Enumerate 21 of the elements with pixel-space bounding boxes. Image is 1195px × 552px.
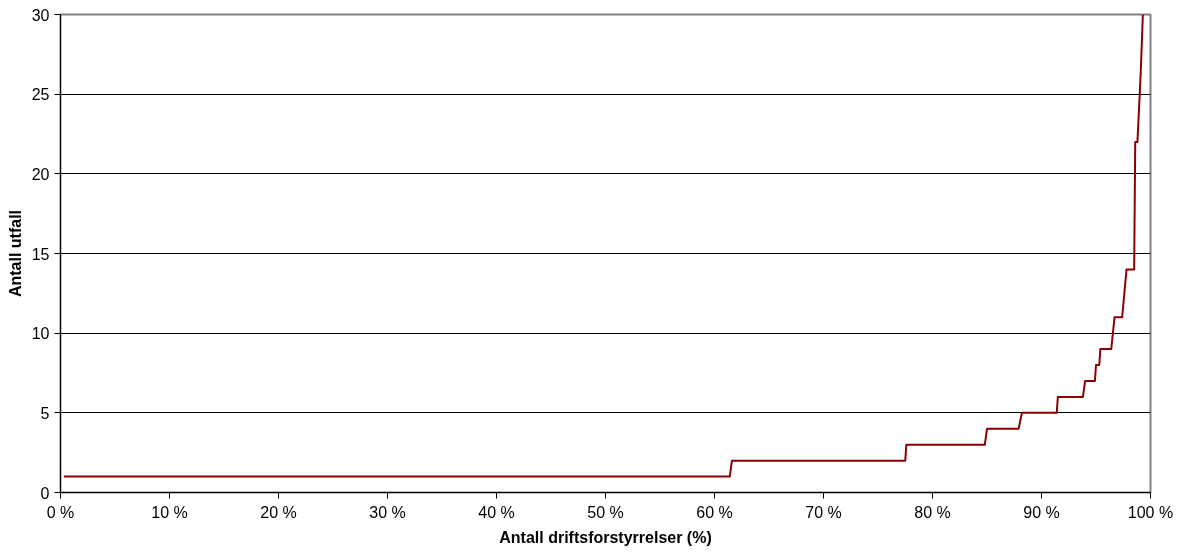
x-tick-label: 90 % — [1023, 503, 1060, 521]
x-tick-label: 60 % — [696, 503, 733, 521]
x-tick-label: 80 % — [914, 503, 951, 521]
y-tick-label: 10 — [31, 325, 50, 343]
y-tick-label: 30 — [31, 6, 50, 24]
y-tick-label: 0 — [40, 484, 50, 502]
x-tick-label: 0 % — [46, 503, 75, 521]
y-tick-label: 15 — [31, 245, 50, 263]
x-tick-label: 100 % — [1127, 503, 1174, 521]
x-tick-label: 10 % — [151, 503, 188, 521]
x-axis-title: Antall driftsforstyrrelser (%) — [499, 528, 712, 546]
y-tick-label: 25 — [31, 86, 50, 104]
x-tick-label: 70 % — [805, 503, 842, 521]
line-series — [62, 14, 1144, 478]
y-tick-label: 20 — [31, 165, 50, 183]
x-tick-label: 30 % — [369, 503, 406, 521]
y-axis-title: Antall utfall — [6, 209, 24, 298]
x-tick-label: 20 % — [260, 503, 297, 521]
x-tick-label: 40 % — [478, 503, 515, 521]
y-tick-label: 5 — [40, 404, 50, 422]
x-tick-label: 50 % — [587, 503, 624, 521]
